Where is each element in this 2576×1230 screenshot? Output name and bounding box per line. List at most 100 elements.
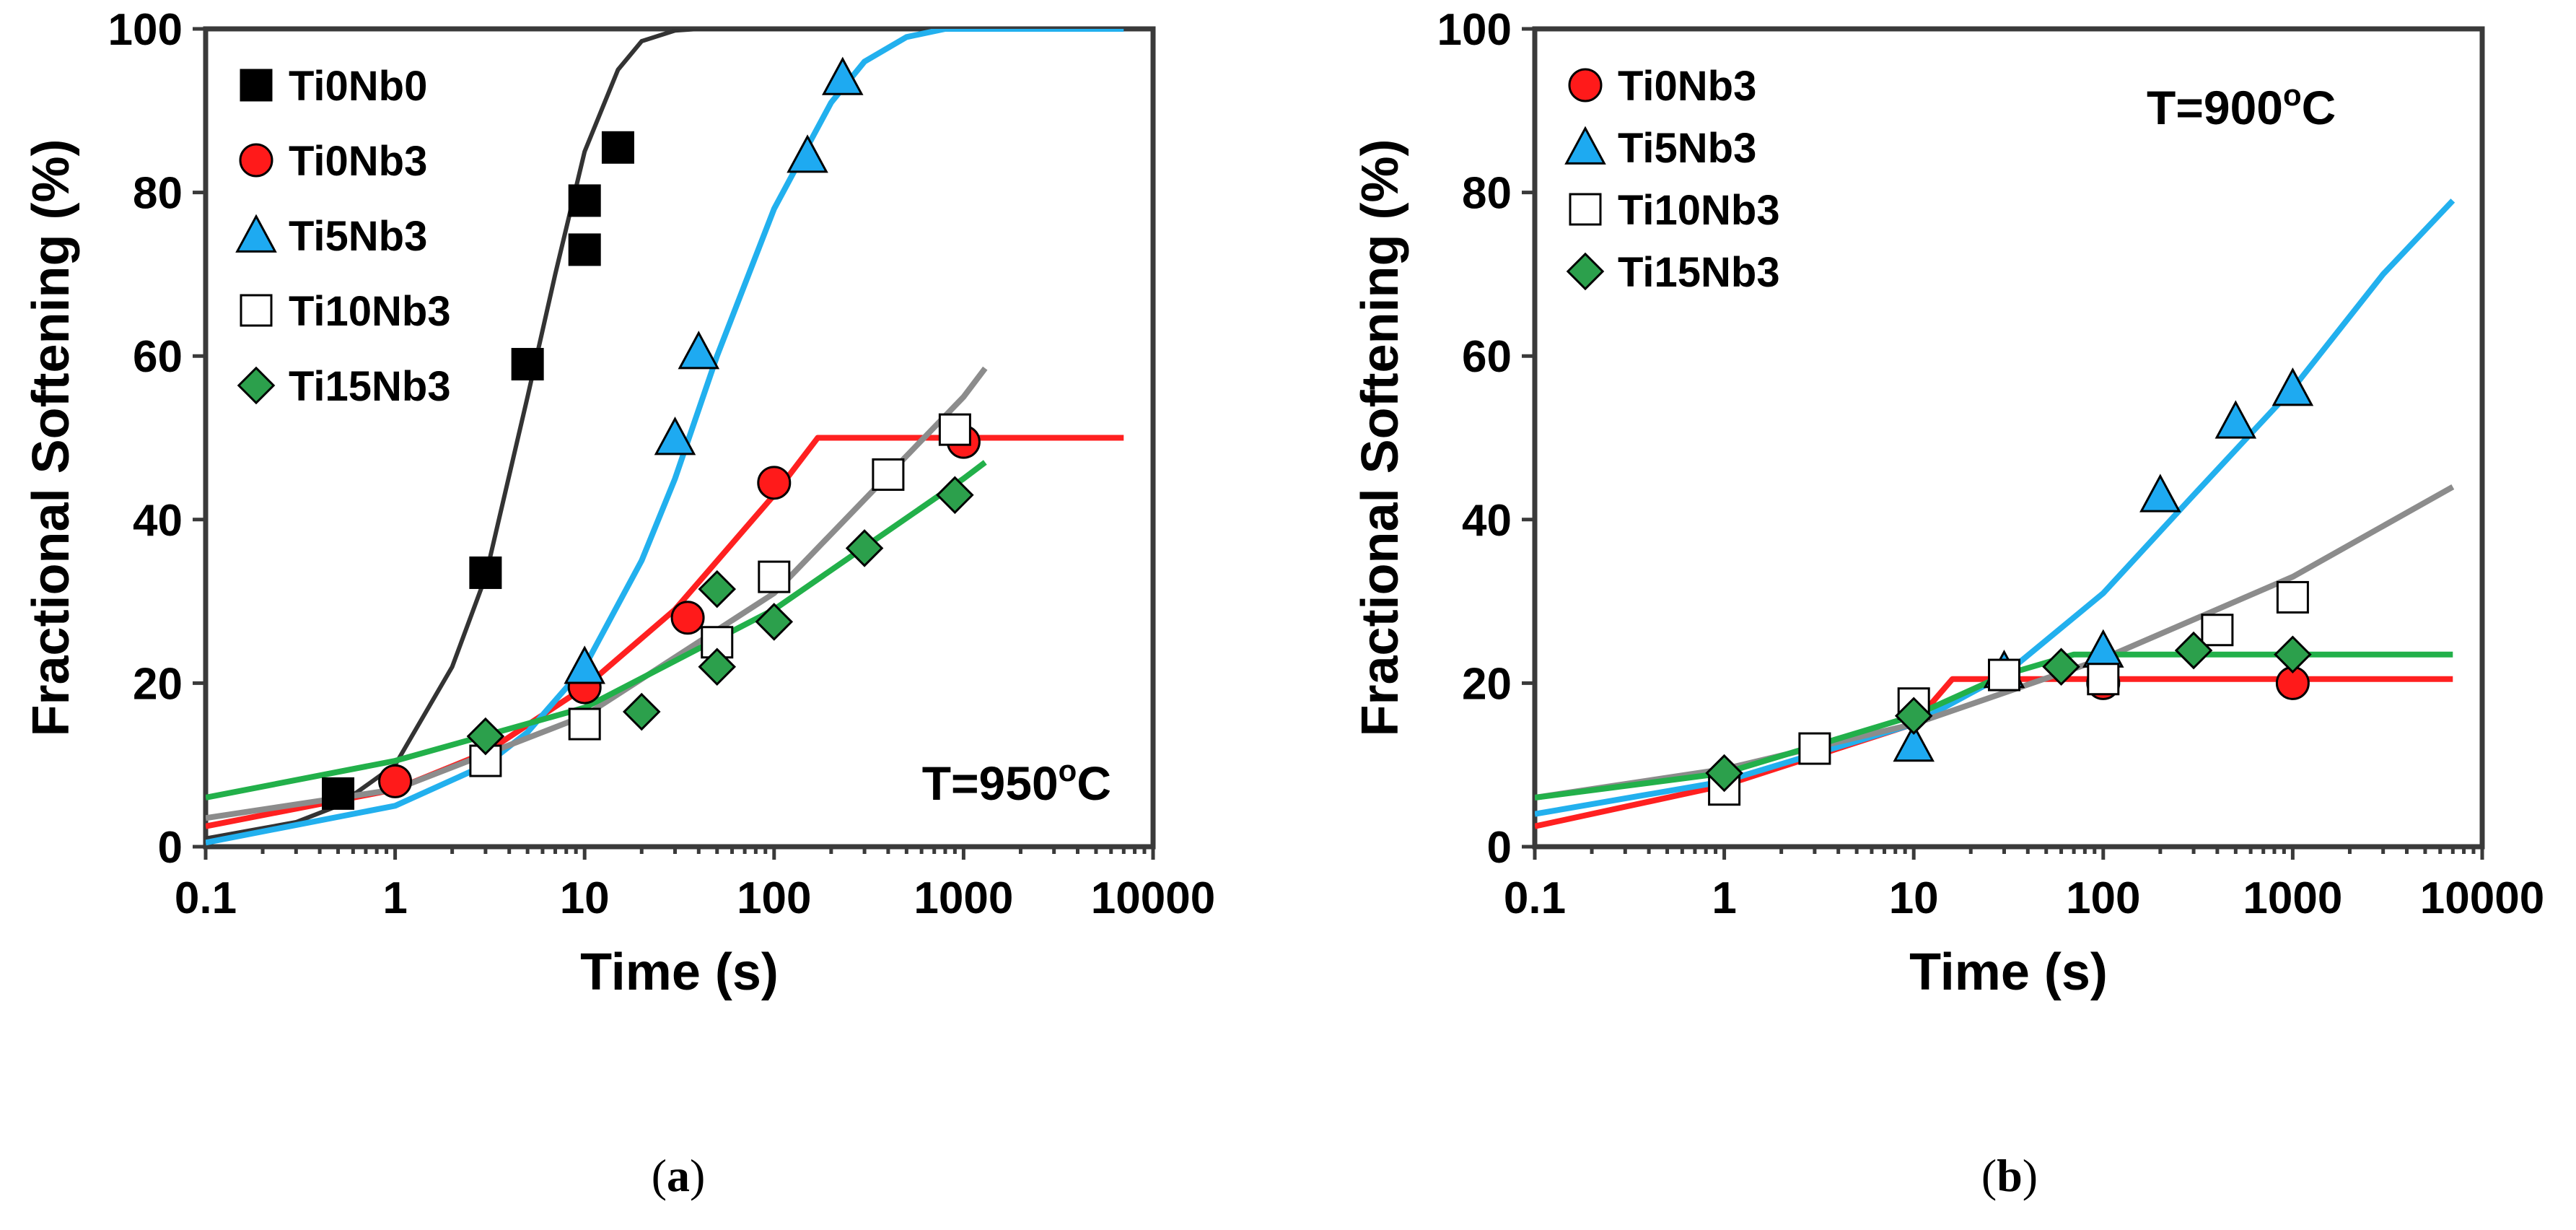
data-point-ti10nb3 <box>568 707 601 741</box>
y-tick-label: 100 <box>1437 5 1512 55</box>
x-tick-label: 1000 <box>2243 873 2342 923</box>
data-point-ti10nb3 <box>1798 732 1831 765</box>
x-tick-label: 10 <box>560 873 610 923</box>
x-tick-label: 0.1 <box>1504 873 1566 923</box>
y-tick-label: 80 <box>133 169 183 219</box>
legend-label: Ti15Nb3 <box>289 363 451 410</box>
legend-marker-ti10nb3 <box>240 294 273 327</box>
data-point-ti0nb3 <box>670 601 705 635</box>
legend-marker-ti0nb3 <box>239 143 273 178</box>
data-point-ti10nb3 <box>872 458 905 491</box>
x-tick-label: 0.1 <box>175 873 237 923</box>
y-tick-label: 40 <box>133 496 183 546</box>
data-point-ti5nb3 <box>564 645 605 684</box>
y-tick-label: 60 <box>133 332 183 382</box>
x-axis-label: Time (s) <box>1909 943 2108 1001</box>
legend-label: Ti10Nb3 <box>289 288 451 335</box>
data-point-ti15nb3 <box>2274 635 2312 674</box>
x-tick-label: 10000 <box>1091 873 1215 923</box>
data-point-ti15nb3 <box>1894 697 1933 735</box>
fit-curve-ti0nb3 <box>1535 676 2453 829</box>
fit-curve-ti5nb3 <box>1535 199 2455 817</box>
legend-label: Ti10Nb3 <box>1618 187 1780 234</box>
data-point-ti5nb3 <box>787 134 828 173</box>
data-point-ti15nb3 <box>845 529 884 567</box>
data-point-ti10nb3 <box>758 560 791 593</box>
temperature-annotation: T=900oC <box>2147 78 2336 134</box>
y-tick-label: 20 <box>1462 659 1512 709</box>
chart-panel-a: 0.1 1 10 100 1000 10000 0 20 40 60 80 100 Time (s) Fr… <box>22 5 1215 1201</box>
data-point-ti0nb0 <box>322 777 355 810</box>
fit-curve-ti10nb3 <box>1535 484 2455 801</box>
data-point-ti0nb0 <box>568 184 601 217</box>
legend-label: Ti0Nb0 <box>289 63 427 110</box>
panel-caption: (a) <box>652 1150 706 1201</box>
legend-marker-ti15nb3 <box>237 366 276 405</box>
y-tick-label: 80 <box>1462 169 1512 219</box>
legend-label: Ti15Nb3 <box>1618 249 1780 296</box>
data-point-ti15nb3 <box>1705 754 1743 793</box>
legend-marker-ti5nb3 <box>1564 126 1606 165</box>
legend-label: Ti5Nb3 <box>289 213 427 260</box>
y-axis-label: Fractional Softening (%) <box>1351 139 1409 737</box>
fit-curve-ti15nb3 <box>1535 651 2453 801</box>
data-point-ti15nb3 <box>2174 631 2213 670</box>
y-tick-label: 0 <box>1487 823 1512 873</box>
y-tick-label: 40 <box>1462 496 1512 546</box>
data-point-ti15nb3 <box>936 476 974 515</box>
data-point-ti0nb0 <box>511 348 544 381</box>
data-point-ti15nb3 <box>466 717 505 756</box>
data-point-ti0nb3 <box>757 466 792 500</box>
x-tick-label: 100 <box>737 873 811 923</box>
x-tick-label: 10000 <box>2420 873 2544 923</box>
data-point-ti5nb3 <box>2139 474 2181 512</box>
legend-label: Ti5Nb3 <box>1618 125 1756 172</box>
data-point-ti15nb3 <box>698 570 737 609</box>
data-point-ti0nb0 <box>568 233 601 266</box>
data-point-ti0nb0 <box>469 556 502 589</box>
y-tick-label: 20 <box>133 659 183 709</box>
x-tick-label: 100 <box>2066 873 2140 923</box>
x-tick-label: 1 <box>1712 873 1736 923</box>
legend-marker-ti5nb3 <box>235 214 277 253</box>
legend-marker-ti10nb3 <box>1569 193 1602 226</box>
legend-marker-ti15nb3 <box>1566 252 1605 291</box>
fit-curve-ti15nb3 <box>206 460 987 801</box>
legend-label: Ti0Nb3 <box>1618 63 1756 110</box>
data-point-ti5nb3 <box>654 416 696 455</box>
x-tick-label: 1000 <box>914 873 1013 923</box>
plot-frame <box>1532 26 2485 850</box>
legend-marker-ti0nb3 <box>1568 68 1603 102</box>
data-point-ti5nb3 <box>822 56 864 95</box>
data-point-ti0nb3 <box>378 764 413 798</box>
chart-panel-b: 0.1 1 10 100 1000 10000 0 20 40 60 80 100 Time (s) Fr… <box>1351 5 2544 1201</box>
data-point-ti10nb3 <box>2276 580 2309 614</box>
fit-curve-ti0nb0 <box>206 29 1124 841</box>
data-point-ti15nb3 <box>622 692 661 731</box>
temperature-annotation: T=950oC <box>922 754 1111 810</box>
data-point-ti10nb3 <box>2087 663 2120 696</box>
y-tick-label: 0 <box>158 823 183 873</box>
data-point-ti5nb3 <box>678 331 720 370</box>
x-axis-label: Time (s) <box>580 943 779 1001</box>
data-point-ti15nb3 <box>698 647 737 686</box>
y-tick-label: 60 <box>1462 332 1512 382</box>
data-point-ti5nb3 <box>2271 367 2314 406</box>
y-axis-label: Fractional Softening (%) <box>22 139 80 737</box>
data-point-ti10nb3 <box>2201 614 2234 647</box>
x-tick-label: 1 <box>382 873 407 923</box>
legend-label: Ti0Nb3 <box>289 138 427 185</box>
x-tick-label: 10 <box>1889 873 1939 923</box>
data-point-ti5nb3 <box>1893 723 1935 762</box>
data-point-ti10nb3 <box>938 413 971 446</box>
data-point-ti15nb3 <box>755 603 794 641</box>
panel-caption: (b) <box>1981 1150 2038 1201</box>
data-point-ti15nb3 <box>2042 647 2080 686</box>
data-point-ti0nb0 <box>601 131 634 164</box>
data-point-ti5nb3 <box>2082 629 2124 668</box>
data-point-ti10nb3 <box>1987 658 2020 692</box>
legend-marker-ti0nb0 <box>240 69 273 102</box>
data-point-ti5nb3 <box>2214 400 2257 439</box>
y-tick-label: 100 <box>108 5 183 55</box>
